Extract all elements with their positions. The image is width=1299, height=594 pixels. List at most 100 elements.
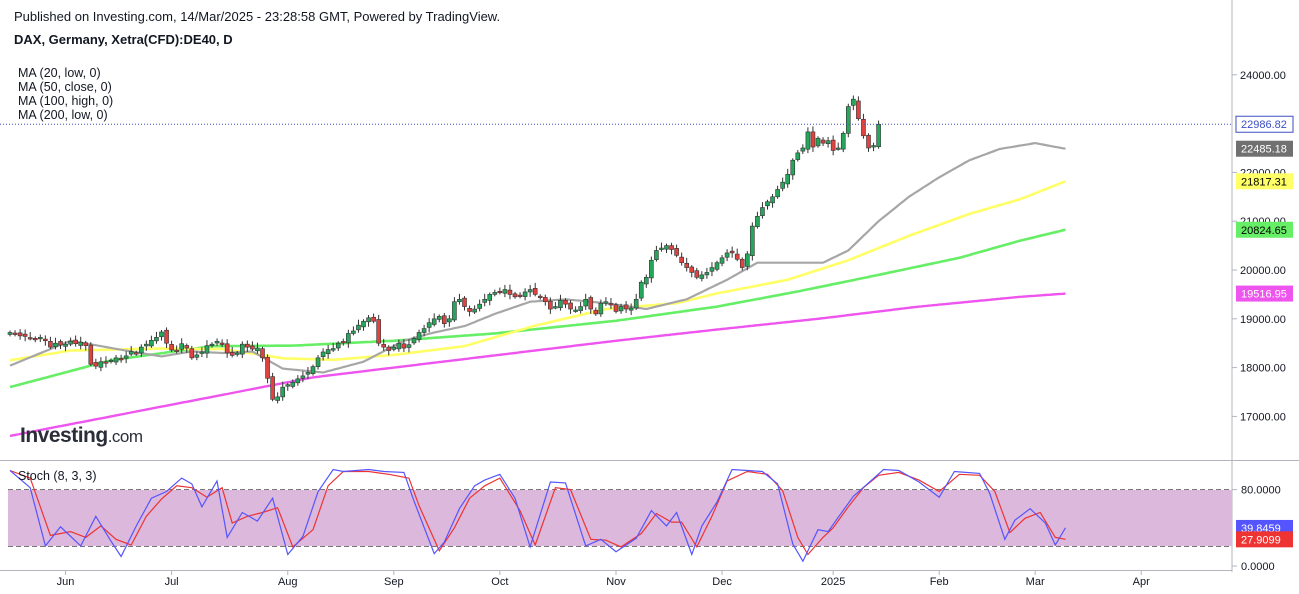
- candle-body: [845, 106, 851, 134]
- candle-body: [98, 361, 104, 368]
- candle-body: [320, 351, 326, 357]
- legend-ma200[interactable]: MA (200, low, 0): [18, 108, 108, 122]
- time-tick-label: Mar: [1026, 576, 1045, 588]
- stoch-lines: [9, 468, 1067, 563]
- candle-body: [7, 332, 13, 335]
- candle-body: [871, 145, 876, 148]
- ma-line-200: [9, 292, 1066, 438]
- stoch-k-line: [9, 468, 1067, 563]
- logo-main: Investing: [20, 424, 108, 447]
- logo-suffix: .com: [107, 427, 143, 446]
- candle-body: [780, 181, 785, 189]
- candle-body: [603, 301, 609, 304]
- candle-body: [93, 362, 99, 367]
- candle-body: [391, 346, 397, 350]
- candle-body: [654, 250, 659, 260]
- candle-body: [108, 359, 114, 363]
- candle-body: [447, 318, 452, 323]
- candle-body: [421, 328, 427, 333]
- candle-body: [330, 348, 336, 351]
- candle-body: [204, 345, 210, 354]
- price-label-box: [1235, 115, 1294, 133]
- candle-body: [17, 332, 23, 337]
- candle-body: [179, 343, 184, 350]
- candle-body: [406, 344, 412, 348]
- candle-body: [139, 346, 144, 354]
- candle-body: [638, 281, 644, 299]
- candle-body: [386, 346, 392, 351]
- candle-body: [608, 303, 614, 306]
- candle-body: [684, 262, 690, 268]
- price-label-ma50: 21817.31: [1236, 173, 1293, 190]
- candle-body: [795, 152, 801, 160]
- candle-body: [416, 332, 422, 340]
- candle-body: [800, 147, 806, 152]
- stoch-d-line: [9, 469, 1066, 556]
- candle-body: [37, 337, 43, 340]
- candle-body: [851, 98, 856, 106]
- candle-body: [674, 248, 679, 256]
- candle-body: [113, 357, 119, 363]
- candle-body: [664, 245, 669, 250]
- candle-body: [729, 250, 735, 254]
- candle-body: [366, 317, 371, 323]
- candle-body: [527, 289, 533, 293]
- price-tick-label: 18000.00: [1240, 363, 1286, 375]
- price-label-text: 19516.95: [1241, 289, 1287, 301]
- price-tick-label: 24000.00: [1240, 70, 1286, 82]
- candle-body: [371, 316, 376, 322]
- candle-body: [492, 292, 498, 295]
- candle-body: [73, 339, 78, 344]
- candle-body: [265, 356, 270, 379]
- candle-body: [250, 345, 255, 350]
- candle-body: [426, 322, 432, 328]
- legend-ma20[interactable]: MA (20, low, 0): [18, 66, 101, 80]
- candle-body: [340, 341, 346, 344]
- candle-body: [48, 341, 53, 348]
- candle-body: [356, 324, 361, 331]
- legend-ma100[interactable]: MA (100, high, 0): [18, 94, 114, 108]
- stoch-title[interactable]: Stoch (8, 3, 3): [18, 469, 97, 483]
- candle-body: [765, 201, 770, 207]
- candle-body: [714, 262, 720, 270]
- candle-body: [290, 381, 296, 387]
- candle-body: [234, 352, 240, 355]
- candle-body: [401, 343, 407, 349]
- stoch-tick-label: 0.0000: [1241, 561, 1275, 573]
- candle-body: [351, 330, 356, 334]
- candle-body: [775, 189, 780, 198]
- candle-body: [452, 301, 457, 321]
- candle-body: [497, 290, 503, 294]
- candle-body: [184, 345, 190, 349]
- candle-body: [189, 348, 195, 359]
- candle-body: [810, 131, 816, 148]
- candle-body: [295, 378, 301, 384]
- legend-ma50[interactable]: MA (50, close, 0): [18, 80, 112, 94]
- time-tick-label: Oct: [491, 576, 508, 588]
- candle-body: [118, 358, 124, 361]
- candle-body: [790, 159, 796, 176]
- stoch-label-text: 27.9099: [1241, 534, 1281, 546]
- candle-body: [598, 302, 604, 315]
- price-tick-label: 19000.00: [1240, 314, 1286, 326]
- candle-body: [325, 349, 331, 355]
- price-label-text: 22485.18: [1241, 144, 1287, 156]
- time-tick-label: Feb: [930, 576, 949, 588]
- candle-body: [760, 207, 765, 217]
- candle-body: [755, 216, 760, 227]
- candle-body: [128, 351, 134, 355]
- candle-body: [744, 253, 750, 267]
- candle-body: [88, 344, 94, 365]
- candle-body: [633, 298, 639, 309]
- candle-body: [583, 298, 589, 307]
- candle-body: [825, 140, 831, 145]
- candle-body: [553, 306, 558, 309]
- price-tick-label: 17000.00: [1240, 411, 1286, 423]
- candle-body: [669, 245, 674, 250]
- candle-body: [805, 131, 811, 150]
- candle-body: [164, 329, 169, 344]
- candle-body: [255, 347, 260, 352]
- candle-body: [537, 295, 543, 298]
- candle-body: [209, 343, 215, 346]
